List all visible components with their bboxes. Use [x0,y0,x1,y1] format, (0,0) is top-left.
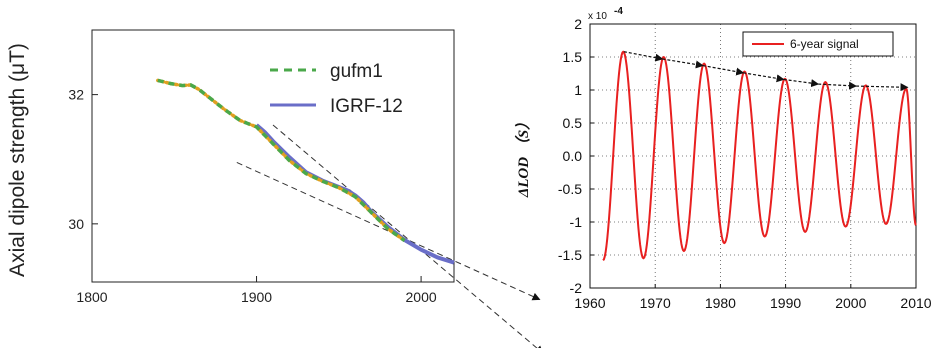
right-trend-segment [818,81,858,90]
left-series [156,78,455,265]
right-x-tick-label: 1970 [640,295,671,311]
right-y-tick-label: 0.0 [563,148,583,164]
right-x-tick-label: 1980 [705,295,736,311]
right-y-tick-label: 0.5 [563,115,583,131]
left-x-tick-label: 1900 [241,289,272,305]
right-y-axis-label: ΔLOD （S） [514,115,532,198]
right-trend-segment [856,83,909,92]
left-x-tick-label: 1800 [76,289,107,305]
right-trend-segment [743,72,785,83]
left-trend-line-1 [272,124,544,348]
right-trend-segment [623,51,664,62]
left-x-ticks: 1800 1900 2000 [76,276,437,305]
right-grid [590,24,916,288]
right-y-tick-label: 1 [574,82,582,98]
left-trend-line-2 [236,162,541,301]
right-chart: ΔLOD （S） x 10 -4 1960 1970 1980 1990 2000 201… [514,6,932,311]
series-line-gufm1 [157,78,406,243]
right-y-tick-label: 1.5 [563,49,583,65]
left-legend: gufm1 IGRF-12 [270,61,403,117]
right-y-tick-label: -0.5 [558,181,582,197]
right-x-tick-label: 1960 [574,295,605,311]
right-x-tick-label: 2000 [835,295,866,311]
left-y-ticks: 30 32 [68,87,98,232]
legend-label-6-year-signal: 6-year signal [790,37,859,51]
right-trend-segment [702,64,745,76]
right-x-tick-label: 1990 [770,295,801,311]
right-legend: 6-year signal [742,31,894,57]
left-trend-lines [236,124,544,348]
series-line-6-year-signal [602,50,917,261]
legend-label-gufm1: gufm1 [330,61,383,82]
right-y-tick-label: -1 [570,214,583,230]
left-y-axis-label: Axial dipole strength (μT) [6,43,29,277]
left-plot-frame [91,29,455,283]
right-x-tick-label: 2010 [900,295,931,311]
right-series [602,50,917,261]
right-x-ticks: 1960 1970 1980 1990 2000 2010 [574,284,932,311]
right-y-tick-label: -2 [570,280,583,296]
left-chart: Axial dipole strength (μT) 1800 1900 2000 … [6,29,544,348]
left-y-tick-label: 32 [68,87,84,103]
scale-exponent: -4 [614,6,623,17]
right-trend-segment [662,58,704,69]
legend-label-igrf12: IGRF-12 [330,96,403,117]
right-y-ticks: -2 -1.5 -1 -0.5 0.0 0.5 1 1.5 2 [558,16,594,296]
right-trend-segment [783,78,820,88]
left-x-tick-label: 2000 [406,289,437,305]
right-y-tick-label: 2 [574,16,582,32]
right-y-tick-label: -1.5 [558,247,582,263]
right-trend-arrows [623,51,909,92]
scale-label: x 10 [588,11,607,22]
left-y-tick-label: 30 [68,216,84,232]
